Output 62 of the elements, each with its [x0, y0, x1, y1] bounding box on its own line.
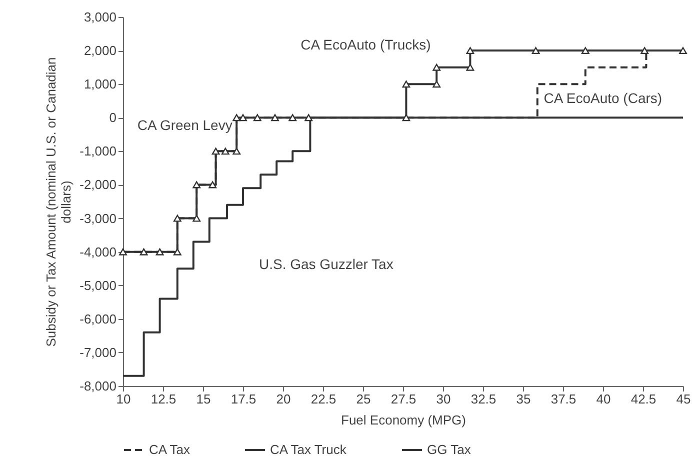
y-tick-label: 1,000	[84, 76, 116, 92]
point	[432, 80, 441, 88]
point	[679, 47, 687, 54]
point	[288, 114, 297, 122]
point	[466, 47, 474, 54]
point	[239, 114, 247, 122]
point	[140, 248, 148, 256]
y-axis-title: Subsidy or Tax Amount (nominal U.S. or Canadian dollars)	[44, 57, 74, 347]
x-tick-label: 45	[676, 392, 691, 406]
y-tick-label: -2,000	[80, 177, 116, 192]
y-tick-label: 3,000	[84, 10, 116, 24]
x-tick-label: 25	[356, 392, 371, 406]
x-tick-label: 22.5	[310, 392, 336, 406]
y-tick-label: -1,000	[80, 144, 116, 159]
point	[221, 148, 230, 155]
annotation: CA EcoAuto (Cars)	[544, 90, 662, 106]
x-tick-label: 12.5	[150, 392, 176, 406]
point	[402, 80, 410, 88]
point	[192, 181, 201, 188]
point	[232, 114, 241, 122]
point	[253, 114, 262, 122]
point	[304, 114, 313, 122]
point	[532, 47, 540, 54]
x-tick-label: 40	[596, 392, 611, 406]
point	[173, 248, 182, 256]
x-tick-label: 30	[436, 392, 451, 406]
point	[232, 148, 241, 155]
point	[402, 114, 410, 122]
point	[640, 47, 649, 54]
y-tick-label: -3,000	[80, 210, 116, 226]
point	[212, 148, 220, 155]
point	[466, 64, 474, 71]
x-tick-label: 35	[516, 392, 531, 406]
point	[156, 248, 164, 256]
point	[432, 64, 441, 71]
point	[173, 214, 182, 222]
point	[208, 181, 217, 188]
point	[581, 47, 590, 54]
x-tick-label: 10	[116, 392, 131, 406]
x-tick-label: 27.5	[390, 392, 416, 406]
point	[192, 214, 201, 222]
x-tick-label: 17.5	[230, 392, 256, 406]
y-tick-label: -7,000	[80, 344, 116, 360]
point	[271, 114, 279, 122]
x-tick-label: 20	[276, 392, 291, 406]
x-tick-label: 37.5	[550, 392, 576, 406]
x-tick-label: 32.5	[470, 392, 496, 406]
x-tick-label: 42.5	[630, 392, 656, 406]
y-tick-label: 0	[109, 110, 116, 126]
x-tick-label: 15	[196, 392, 211, 406]
y-tick-label: -8,000	[80, 378, 116, 394]
x-axis-title: Fuel Economy (MPG)	[341, 412, 466, 428]
y-tick-label: -5,000	[80, 278, 116, 293]
legend-label: CA Tax	[149, 442, 190, 457]
legend-label: GG Tax	[427, 442, 472, 457]
y-tick-label: -6,000	[80, 311, 116, 326]
y-tick-label: -4,000	[80, 244, 116, 260]
legend-label: CA Tax Truck	[270, 442, 347, 457]
annotation: U.S. Gas Guzzler Tax	[259, 256, 394, 272]
y-tick-label: 2,000	[84, 43, 116, 58]
annotation: CA EcoAuto (Trucks)	[300, 36, 431, 53]
annotation: CA Green Levy	[137, 117, 232, 134]
